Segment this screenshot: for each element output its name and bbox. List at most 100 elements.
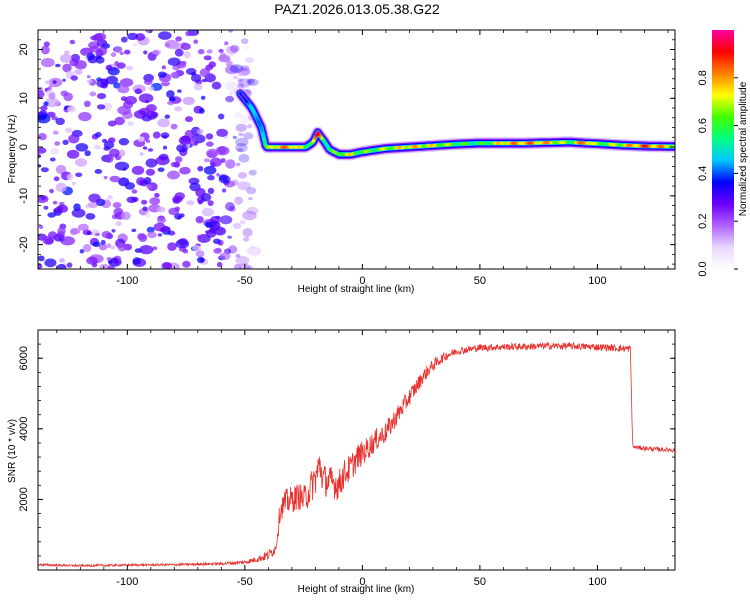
- spectrogram-noise-blob: [225, 202, 235, 211]
- spectrogram-noise-blob: [131, 196, 139, 203]
- spectrogram-noise-blob: [219, 215, 233, 225]
- spectrogram-noise-blob: [217, 146, 227, 155]
- spectrogram-noise-blob: [146, 184, 152, 189]
- spectrogram-noise-blob: [66, 262, 73, 268]
- spectrogram-noise-blob: [235, 143, 248, 153]
- spectrogram-noise-blob: [168, 207, 180, 216]
- spectrogram-noise-blob: [68, 134, 80, 144]
- spectrogram-noise-blob: [229, 64, 244, 73]
- spectrogram-noise-blob: [157, 233, 163, 237]
- spectrogram-noise-blob: [114, 259, 120, 265]
- spectrogram-noise-blob: [225, 159, 236, 169]
- spectrogram-noise-blob: [207, 187, 215, 195]
- spectrogram-noise-blob: [43, 205, 49, 210]
- spectrogram-noise-blob: [101, 231, 112, 239]
- spectrogram-noise-blob: [54, 141, 61, 146]
- spectrogram-noise-blob: [71, 208, 86, 218]
- spectrogram-noise-blob: [209, 157, 222, 167]
- spectrogram-noise-blob: [120, 211, 131, 220]
- spectrogram-noise-blob: [249, 244, 255, 249]
- spectrogram-noise-blob: [38, 89, 45, 99]
- spectrogram-noise-blob: [244, 57, 255, 64]
- spectrogram-noise-blob: [182, 248, 189, 254]
- spectrogram-noise-blob: [97, 46, 108, 56]
- spectrogram-noise-blob: [228, 92, 233, 96]
- spectrogram-noise-blob: [108, 259, 113, 264]
- spectrogram-noise-blob: [190, 74, 202, 82]
- spectrogram-noise-blob: [87, 201, 99, 209]
- spectrogram-noise-blob: [235, 254, 241, 258]
- spectrogram-noise-blob: [105, 64, 113, 71]
- spectrogram-noise-blob: [90, 35, 97, 41]
- spectrogram-noise-blob: [107, 195, 113, 200]
- spectrogram-noise-blob: [86, 52, 95, 61]
- spectrogram-noise-blob: [38, 164, 42, 168]
- spectrogram-noise-blob: [55, 164, 67, 175]
- spectrogram-noise-blob: [38, 132, 47, 141]
- spectrogram-noise-blob: [106, 257, 112, 261]
- spectrogram-noise-blob: [146, 226, 155, 233]
- spectrogram-noise-blob: [225, 95, 235, 103]
- spectrogram-noise-blob: [107, 265, 115, 269]
- spectrogram-noise-blob: [59, 258, 65, 263]
- spectrogram-noise-blob: [85, 213, 96, 220]
- spectrogram-noise-blob: [213, 248, 222, 254]
- spectrogram-noise-blob: [40, 105, 48, 111]
- colorbar-ticks: 0.0 0.2 0.4 0.6 0.8: [697, 70, 738, 277]
- spectrogram-noise-blob: [211, 81, 222, 90]
- spectrogram-noise-blob: [237, 67, 250, 77]
- spectrogram-noise-blob: [206, 148, 219, 158]
- spectrogram-noise-blob: [41, 45, 50, 55]
- spectrogram-noise-blob: [185, 30, 193, 37]
- spectrogram-noise-blob: [167, 100, 175, 106]
- spectrogram-noise-blob: [225, 81, 238, 91]
- spectrogram-noise-blob: [79, 249, 85, 254]
- spectrogram-noise-blob: [161, 65, 166, 70]
- spectrogram-noise-blob: [82, 244, 92, 253]
- spectrogram-noise-blob: [157, 217, 166, 224]
- spectrogram-noise-blob: [38, 263, 43, 269]
- spectrogram-xtick-label: -50: [237, 275, 253, 287]
- spectrogram-noise-blob: [137, 136, 145, 142]
- spectrogram-noise-blob: [183, 51, 191, 59]
- spectrogram-noise-blob: [233, 71, 242, 78]
- spectrogram-noise-blob: [103, 146, 111, 151]
- spectrogram-noise-blob: [139, 245, 154, 255]
- colorbar-tick-label: 0.4: [697, 166, 709, 181]
- spectrogram-noise-blob: [148, 86, 155, 91]
- spectrogram-noise-blob: [246, 78, 256, 86]
- spectrogram-noise-blob: [71, 181, 76, 186]
- spectrogram-noise-blob: [243, 88, 252, 95]
- spectrogram-noise-blob: [119, 51, 124, 56]
- spectrogram-noise-blob: [248, 169, 257, 176]
- colorbar-label: Normalized spectral amplitude: [738, 81, 749, 216]
- spectrogram-noise-blob: [180, 42, 191, 51]
- spectrogram-noise-blob: [89, 91, 97, 97]
- spectrogram-noise-blob: [106, 243, 112, 248]
- spectrogram-noise-blob: [227, 51, 235, 57]
- spectrogram-noise-blob: [88, 193, 101, 203]
- spectrogram-noise-blob: [86, 75, 91, 79]
- spectrogram-noise-blob: [218, 48, 224, 53]
- spectrogram-noise-blob: [96, 78, 109, 88]
- spectrogram-noise-blob: [170, 123, 178, 130]
- spectrogram-noise-blob: [55, 117, 65, 126]
- spectrogram-noise-blob: [247, 78, 254, 83]
- spectrogram-noise-blob: [242, 264, 254, 269]
- spectrogram-noise-blob: [116, 62, 126, 69]
- spectrogram-noise-blob: [231, 179, 239, 186]
- spectrogram-noise-blob: [207, 200, 214, 207]
- spectrogram-noise-blob: [247, 197, 253, 201]
- spectrogram-noise-blob: [132, 257, 142, 265]
- spectrogram-xtick-label: -100: [116, 275, 138, 287]
- spectrogram-noise-blob: [220, 158, 226, 163]
- spectrogram-noise-blob: [144, 79, 153, 85]
- spectrogram-noise-blob: [175, 239, 190, 249]
- snr-ytick-label: 2000: [18, 487, 30, 511]
- spectrogram-noise-blob: [221, 188, 227, 193]
- spectrogram-ytick-label: 20: [18, 43, 30, 55]
- spectrogram-noise-blob: [114, 161, 130, 171]
- spectrogram-noise-blob: [157, 71, 167, 78]
- spectrogram-noise-blob: [75, 143, 89, 152]
